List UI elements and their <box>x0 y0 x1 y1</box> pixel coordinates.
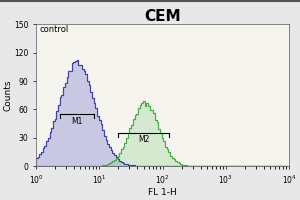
Text: control: control <box>40 25 69 34</box>
Y-axis label: Counts: Counts <box>4 80 13 111</box>
Title: CEM: CEM <box>144 9 181 24</box>
Text: M1: M1 <box>71 117 83 126</box>
X-axis label: FL 1-H: FL 1-H <box>148 188 177 197</box>
Text: M2: M2 <box>138 135 149 144</box>
